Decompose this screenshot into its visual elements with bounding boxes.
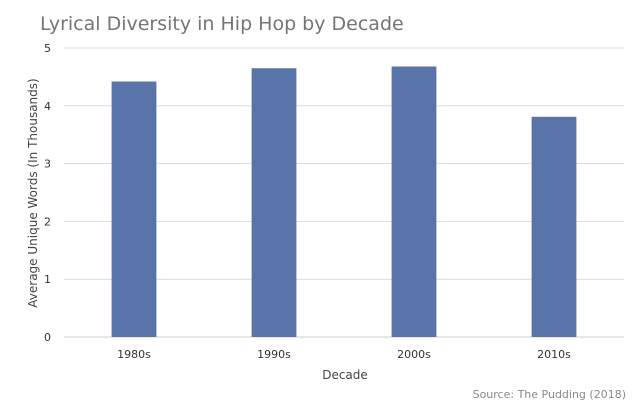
x-tick-label: 1990s xyxy=(257,348,291,361)
x-axis-title: Decade xyxy=(322,368,368,382)
x-tick-label: 2000s xyxy=(397,348,431,361)
gridlines xyxy=(64,47,624,338)
source-note: Source: The Pudding (2018) xyxy=(473,388,626,401)
y-tick-label: 5 xyxy=(44,42,51,55)
bar-2000s xyxy=(391,66,437,337)
x-tick-label: 1980s xyxy=(117,348,151,361)
bar-1990s xyxy=(251,68,297,337)
bar-1980s xyxy=(111,81,157,337)
y-tick-label: 0 xyxy=(44,331,51,344)
bar-2010s xyxy=(531,116,577,337)
y-tick-label: 3 xyxy=(44,158,51,171)
y-axis-ticks: 0 1 2 3 4 5 xyxy=(44,42,51,344)
y-tick-label: 4 xyxy=(44,100,51,113)
y-tick-label: 1 xyxy=(44,273,51,286)
x-axis-ticks: 1980s 1990s 2000s 2010s xyxy=(117,348,571,361)
y-axis-title: Average Unique Words (In Thousands) xyxy=(26,78,40,307)
chart-title: Lyrical Diversity in Hip Hop by Decade xyxy=(40,13,404,35)
y-tick-label: 2 xyxy=(44,215,51,228)
bars xyxy=(111,66,577,337)
x-tick-label: 2010s xyxy=(537,348,571,361)
